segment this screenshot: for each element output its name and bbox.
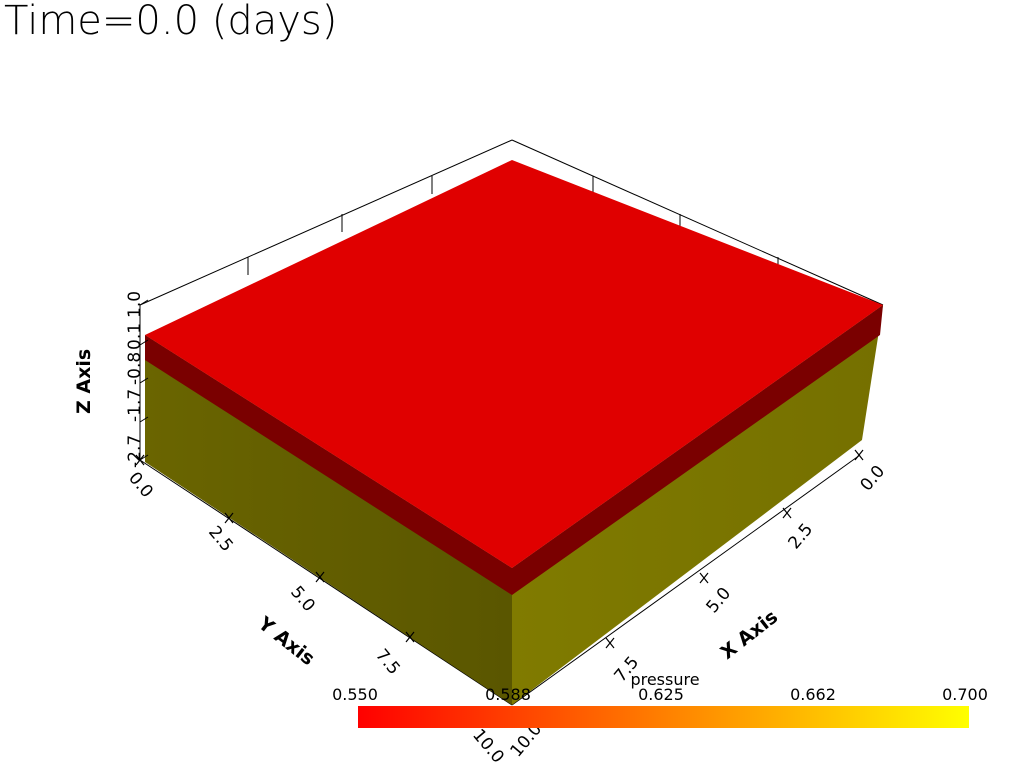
z-tick-label: 1.0 (125, 291, 145, 318)
colorbar-tick-label: 0.700 (942, 685, 988, 704)
x-axis-ticks (605, 449, 864, 649)
colorbar-tick-label: 0.550 (332, 685, 378, 704)
z-tick-label: -0.8 (125, 352, 145, 385)
z-tick-label: -1.7 (125, 389, 145, 422)
y-tick-label: 2.5 (204, 522, 237, 556)
time-title: Time=0.0 (days) (4, 0, 338, 44)
z-tick-label: -2.7 (125, 435, 145, 468)
x-axis-label: X Axis (717, 606, 783, 664)
y-tick-label: 0.0 (124, 468, 157, 502)
colorbar-tick-label: 0.625 (638, 685, 684, 704)
layer-band-left (145, 335, 512, 595)
z-tick-label: 0.1 (125, 323, 145, 350)
x-tick-label: 2.5 (785, 520, 818, 554)
box-right-side (512, 305, 883, 705)
x-tick-label: 0.0 (857, 462, 890, 496)
y-tick-label: 5.0 (286, 582, 319, 616)
x-tick-label: 5.0 (703, 584, 736, 618)
colorbar-tick-label: 0.662 (790, 685, 836, 704)
colorbar-gradient (358, 706, 969, 728)
y-tick-label: 7.5 (371, 645, 404, 679)
box-left-side (145, 335, 512, 705)
layer-band-right (512, 305, 883, 595)
z-axis-label: Z Axis (73, 349, 95, 414)
colorbar: pressure 0.550 0.588 0.625 0.662 0.700 (332, 670, 988, 728)
y-tick-label: 10.0 (468, 725, 508, 767)
colorbar-tick-label: 0.588 (485, 685, 531, 704)
colorbar-title: pressure (630, 670, 699, 689)
box-top-face (145, 160, 883, 568)
y-axis-ticks (135, 454, 415, 643)
y-axis-label: Y Axis (253, 612, 319, 670)
